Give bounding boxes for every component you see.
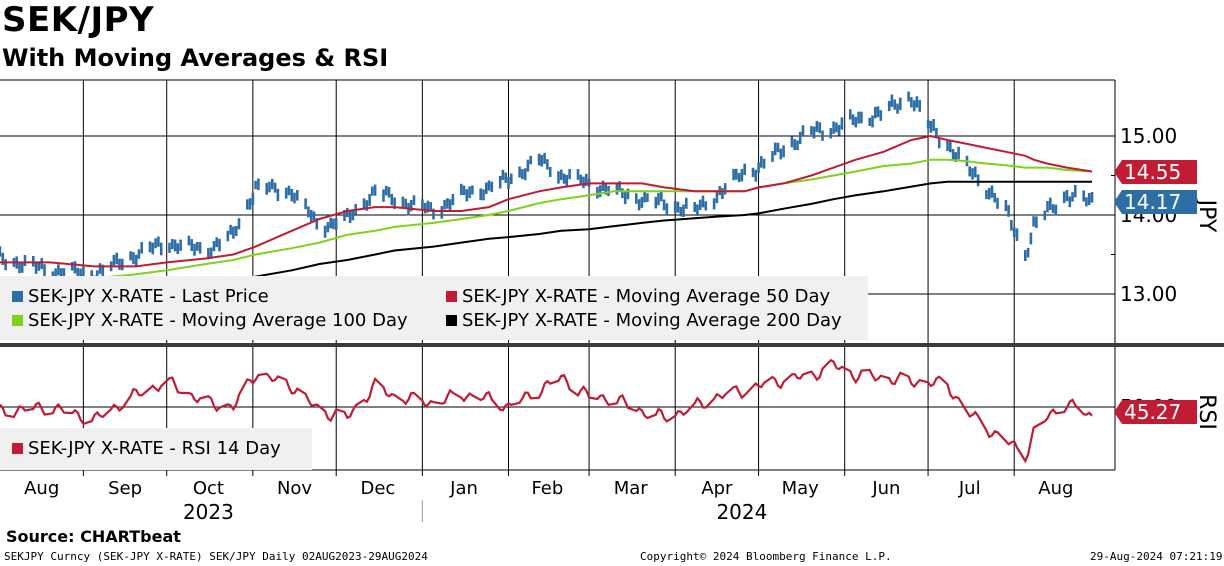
ma100-line: [50, 158, 1093, 280]
legend-swatch: [12, 291, 23, 302]
chart-title: SEK/JPY: [2, 0, 155, 40]
rsi-axis-title: RSI: [1194, 394, 1219, 430]
rsi-tag-shape: [1114, 400, 1197, 424]
month-label: Aug: [1038, 478, 1073, 499]
year-label: 2023: [183, 500, 234, 524]
legend-item-ma200: SEK-JPY X-RATE - Moving Average 200 Day: [446, 310, 842, 331]
legend-item-rsi: SEK-JPY X-RATE - RSI 14 Day: [12, 438, 281, 459]
price-panel: [0, 91, 1094, 288]
rsi-tag: 45.27: [1114, 400, 1197, 424]
footer-right: 29-Aug-2024 07:21:19: [1090, 550, 1223, 563]
month-label: Jul: [958, 478, 981, 499]
price-axis-title: JPY: [1194, 198, 1219, 233]
price-tick-label: 15.00: [1120, 124, 1177, 148]
month-label: Nov: [277, 478, 312, 499]
legend-label: SEK-JPY X-RATE - Moving Average 200 Day: [462, 310, 842, 331]
legend-item-ma50: SEK-JPY X-RATE - Moving Average 50 Day: [446, 286, 830, 307]
month-label: Dec: [360, 478, 395, 499]
chart-subtitle: With Moving Averages & RSI: [2, 44, 389, 72]
value-tags: 14.55 14.17 45.27: [1114, 160, 1197, 424]
legend-item-last-price: SEK-JPY X-RATE - Last Price: [12, 286, 269, 307]
month-label: Oct: [193, 478, 224, 499]
footer-left: SEKJPY Curncy (SEK-JPY X-RATE) SEK/JPY D…: [4, 550, 428, 563]
month-label: Apr: [701, 478, 733, 499]
source-note: Source: CHARTbeat: [6, 527, 181, 546]
legend-swatch: [12, 315, 23, 326]
last-price-tag: 14.17: [1114, 190, 1197, 214]
legend-swatch: [446, 291, 457, 302]
month-label: Sep: [108, 478, 142, 499]
price-legend: SEK-JPY X-RATE - Last Price SEK-JPY X-RA…: [0, 276, 868, 340]
legend-label: SEK-JPY X-RATE - Last Price: [28, 286, 269, 307]
month-label: Mar: [614, 478, 649, 499]
legend-item-ma100: SEK-JPY X-RATE - Moving Average 100 Day: [12, 310, 408, 331]
ma50-tag: 14.55: [1114, 160, 1197, 184]
legend-label: SEK-JPY X-RATE - RSI 14 Day: [28, 438, 281, 459]
rsi-tag-text: 45.27: [1124, 400, 1181, 424]
month-label: Aug: [24, 478, 59, 499]
ma50-tag-shape: [1114, 160, 1197, 184]
panel-separator: [0, 343, 1224, 347]
year-label: 2024: [716, 500, 767, 524]
month-label: Jun: [871, 478, 900, 499]
ma200-line: [233, 180, 1092, 284]
ma50-line: [0, 134, 1093, 268]
rsi-legend: SEK-JPY X-RATE - RSI 14 Day: [0, 428, 312, 470]
axes: 15.0014.0013.0050.00JPYRSIAugSepOctNovDe…: [0, 79, 1224, 524]
price-tick-label: 13.00: [1120, 282, 1177, 306]
legend-label: SEK-JPY X-RATE - Moving Average 100 Day: [28, 310, 408, 331]
month-label: Feb: [531, 478, 563, 499]
month-label: Jan: [449, 478, 478, 499]
legend-swatch: [446, 315, 457, 326]
legend-label: SEK-JPY X-RATE - Moving Average 50 Day: [462, 286, 831, 307]
rsi-panel: [0, 358, 1093, 464]
footer-center: Copyright© 2024 Bloomberg Finance L.P.: [640, 550, 892, 563]
rsi-line: [0, 358, 1093, 464]
last-price-tag-shape: [1114, 190, 1197, 214]
ma50-tag-text: 14.55: [1124, 160, 1181, 184]
gridlines: [0, 80, 1115, 470]
month-label: May: [782, 478, 820, 499]
legend-swatch: [12, 443, 23, 454]
last-price-tag-text: 14.17: [1124, 190, 1181, 214]
